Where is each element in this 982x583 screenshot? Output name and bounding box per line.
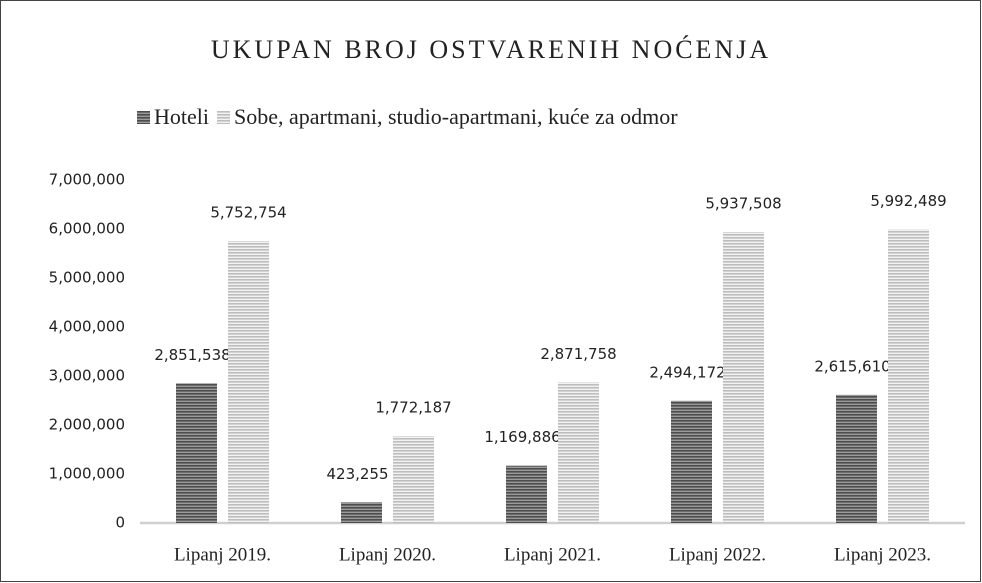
data-label: 5,992,489 [870, 192, 946, 210]
y-tick-label: 0 [115, 514, 125, 532]
bar [176, 383, 217, 523]
data-label: 423,255 [326, 465, 388, 483]
legend-label: Sobe, apartmani, studio-apartmani, kuće … [234, 104, 678, 129]
legend-swatch [217, 111, 230, 124]
bar [506, 465, 547, 523]
chart-title: UKUPAN BROJ OSTVARENIH NOĆENJA [211, 35, 771, 64]
bar [671, 400, 712, 523]
y-tick-label: 4,000,000 [49, 318, 125, 336]
data-label: 2,851,538 [154, 346, 230, 364]
x-tick-label: Lipanj 2020. [339, 544, 436, 565]
legend-label: Hoteli [154, 104, 209, 129]
x-tick-label: Lipanj 2023. [834, 544, 931, 565]
y-tick-label: 1,000,000 [49, 465, 125, 483]
x-tick-label: Lipanj 2022. [669, 544, 766, 565]
y-tick-label: 6,000,000 [49, 220, 125, 238]
bar [723, 232, 764, 523]
data-label: 1,169,886 [484, 428, 560, 446]
bar [558, 382, 599, 523]
data-label: 5,937,508 [705, 195, 781, 213]
data-label: 2,615,610 [814, 357, 890, 375]
bar [836, 394, 877, 523]
bar [228, 241, 269, 523]
y-tick-label: 5,000,000 [49, 269, 125, 287]
data-label: 2,871,758 [540, 345, 616, 363]
data-label: 2,494,172 [649, 363, 725, 381]
bar [341, 502, 382, 523]
y-tick-label: 7,000,000 [49, 171, 125, 189]
y-tick-label: 2,000,000 [49, 416, 125, 434]
bar [393, 436, 434, 523]
y-tick-label: 3,000,000 [49, 367, 125, 385]
bar [888, 229, 929, 523]
legend-swatch [137, 111, 150, 124]
data-label: 5,752,754 [210, 204, 286, 222]
x-tick-label: Lipanj 2019. [174, 544, 271, 565]
x-tick-label: Lipanj 2021. [504, 544, 601, 565]
data-label: 1,772,187 [375, 399, 451, 417]
